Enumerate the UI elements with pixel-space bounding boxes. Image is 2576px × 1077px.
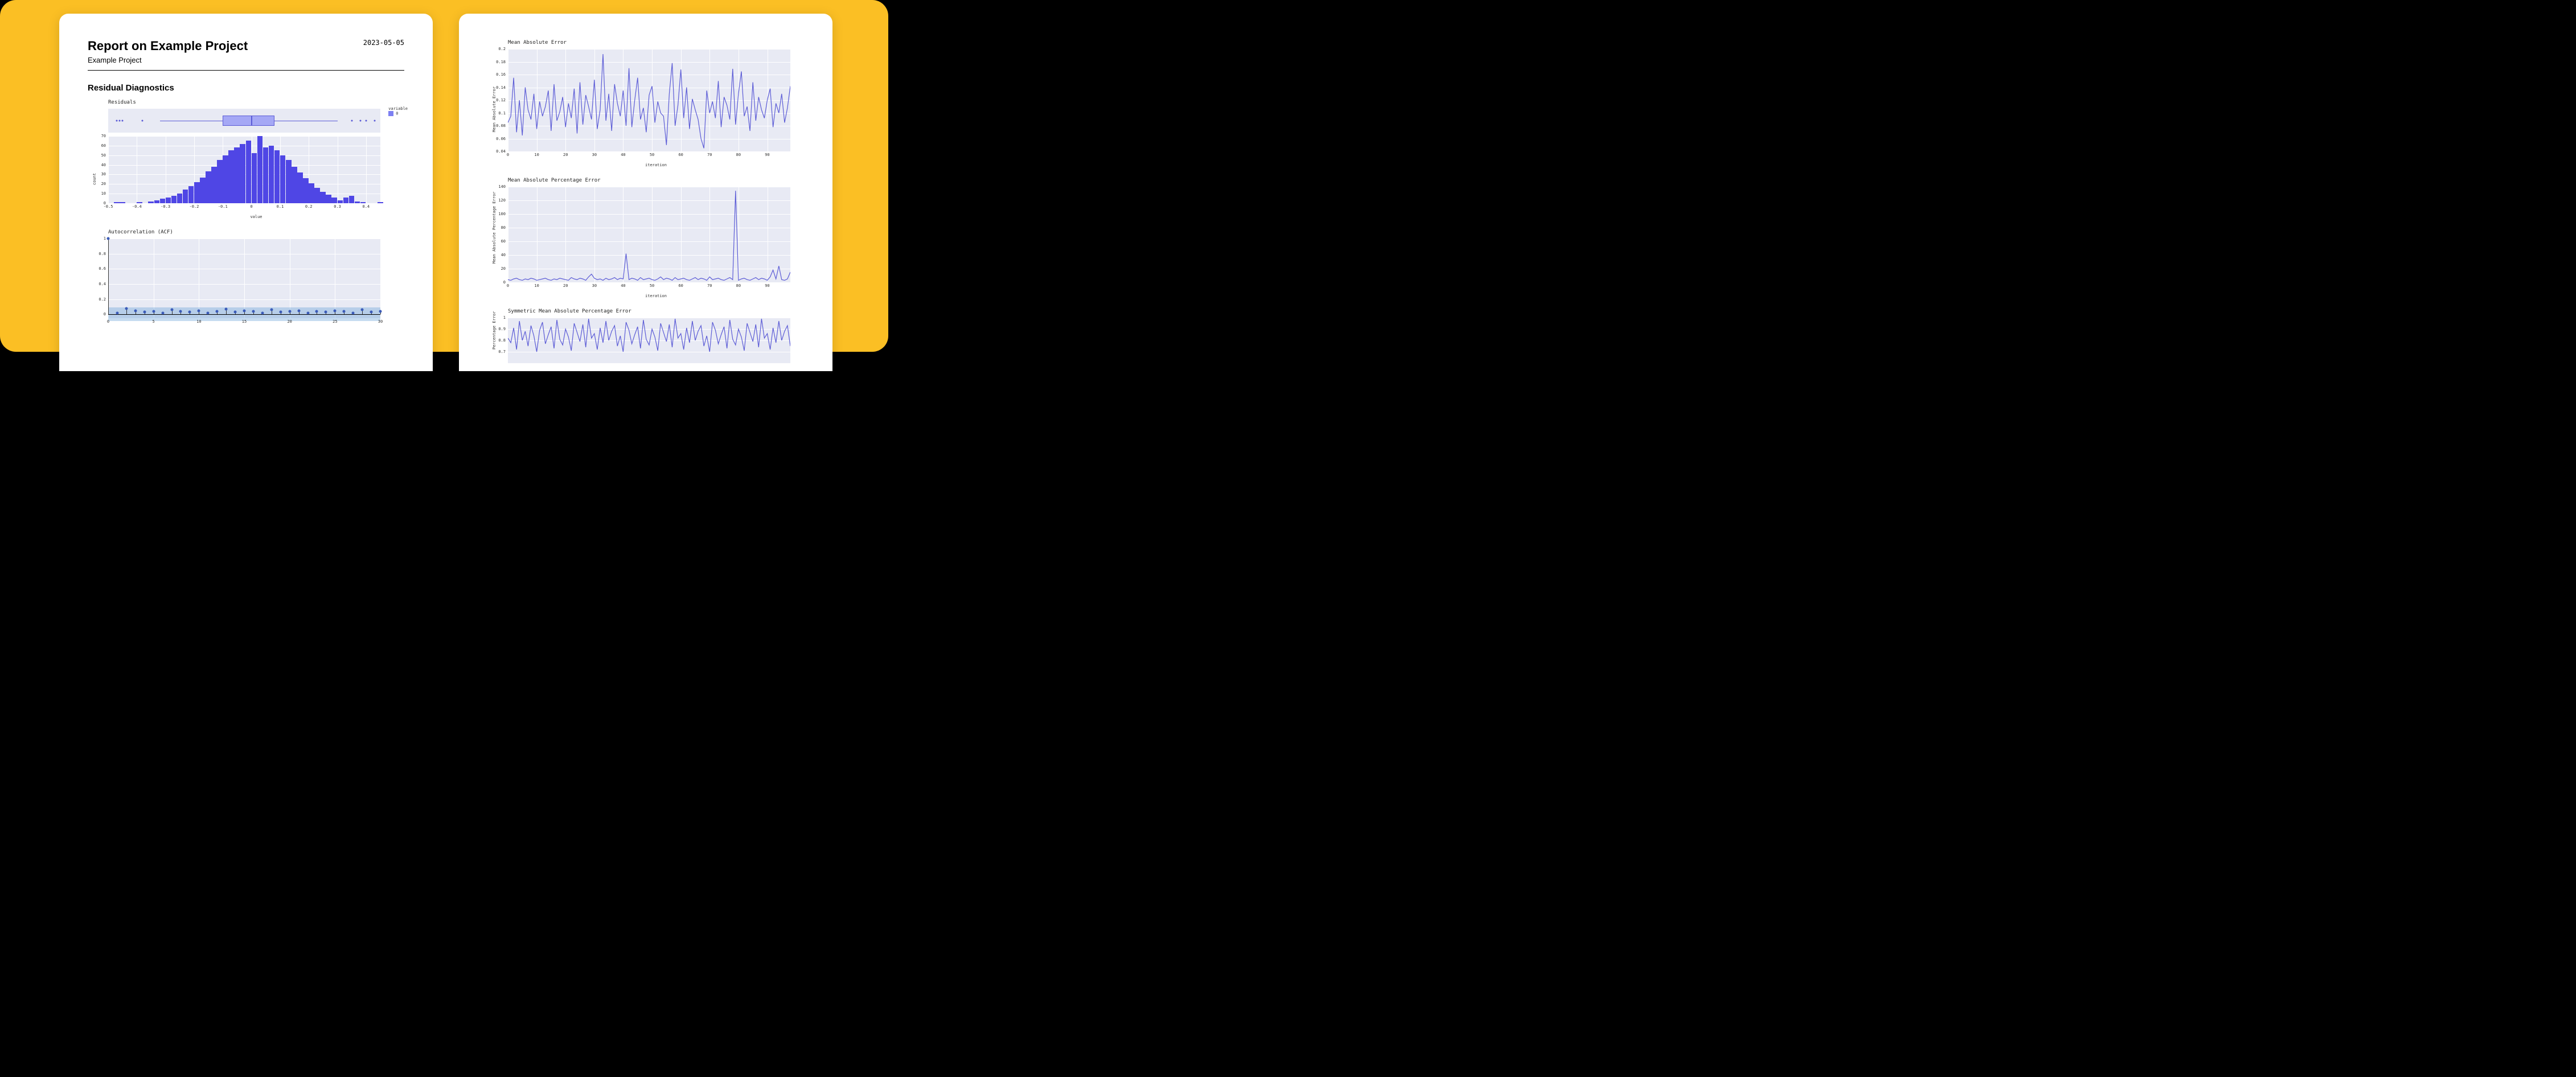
header-rule [88,70,404,71]
hist-xticks: -0.5-0.4-0.3-0.2-0.100.10.20.30.4 [108,203,380,209]
legend-item: 0 [388,111,408,116]
chart-title-acf: Autocorrelation (ACF) [108,229,404,235]
legend-title: variable [388,106,408,111]
residuals-chart: Residuals variable 0 count 0102030405060… [88,100,404,219]
section-title: Residual Diagnostics [88,83,404,93]
report-page-2: Mean Absolute ErrorMean Absolute Error0.… [459,14,832,371]
chart-title-residuals: Residuals [108,100,404,105]
metric-chart: Mean Absolute Percentage ErrorMean Absol… [487,178,804,298]
hist-xlabel: value [108,215,404,219]
chart-title: Symmetric Mean Absolute Percentage Error [508,309,804,314]
boxplot-panel [108,109,380,133]
report-title: Report on Example Project [88,39,248,54]
line-plot: 0.040.060.080.10.120.140.160.180.2 [508,49,790,151]
chart-title: Mean Absolute Error [508,40,804,46]
metrics-charts: Mean Absolute ErrorMean Absolute Error0.… [487,40,804,363]
legend-swatch [388,111,393,116]
histogram-panel: 010203040506070 [108,136,380,203]
acf-xticks: 051015202530 [108,318,380,324]
chart-xlabel: iteration [508,294,804,298]
residuals-legend: variable 0 [388,106,408,116]
report-subtitle: Example Project [88,56,248,64]
acf-chart: Autocorrelation (ACF) 00.20.40.60.81 051… [88,229,404,324]
report-date: 2023-05-05 [363,39,404,47]
report-header: Report on Example Project Example Projec… [88,39,404,64]
chart-title: Mean Absolute Percentage Error [508,178,804,183]
chart-xlabel: iteration [508,163,804,167]
acf-panel: 00.20.40.60.81 [108,239,380,318]
metric-chart: Symmetric Mean Absolute Percentage Error… [487,309,804,363]
report-page-1: Report on Example Project Example Projec… [59,14,433,371]
metric-chart: Mean Absolute ErrorMean Absolute Error0.… [487,40,804,167]
line-plot: 020406080100120140 [508,187,790,282]
line-plot: 0.70.80.91 [508,318,790,363]
